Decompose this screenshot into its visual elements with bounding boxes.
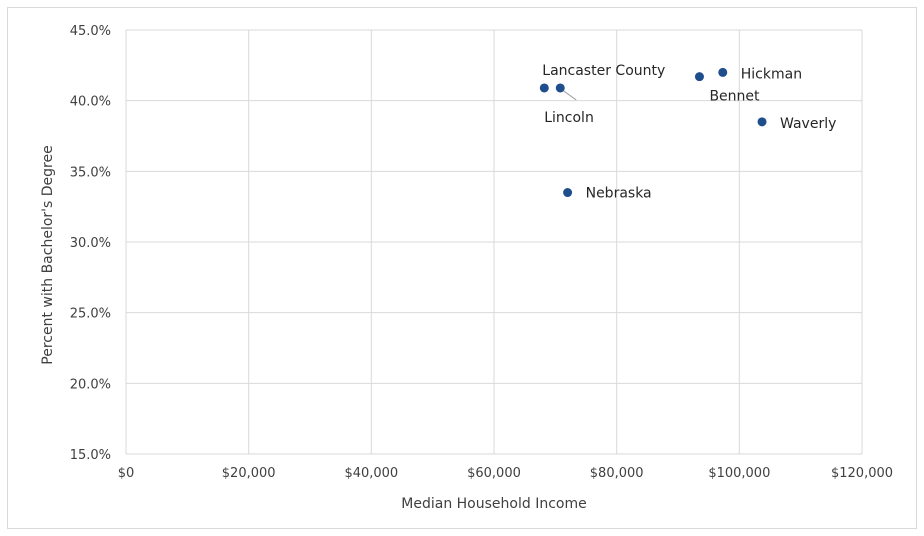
x-tick-label: $80,000 [590,466,644,481]
y-axis-title: Percent with Bachelor's Degree [40,145,56,364]
chart-frame [7,7,917,529]
data-label: Nebraska [586,186,652,202]
data-label: Bennet [709,89,760,105]
y-tick-label: 25.0% [70,307,111,322]
x-tick-label: $100,000 [708,466,770,481]
y-tick-label: 45.0% [70,24,111,39]
x-tick-label: $40,000 [344,466,398,481]
y-tick-label: 20.0% [70,377,111,392]
x-tick-label: $0 [118,466,135,481]
data-label: Waverly [780,116,836,132]
leader-line [561,89,577,101]
y-tick-label: 15.0% [70,448,111,463]
data-point [539,83,549,93]
y-tick-label: 35.0% [70,165,111,180]
x-tick-labels: $0 $20,000 $40,000 $60,000 $80,000 $100,000 $1… [118,466,893,481]
x-tick-label: $120,000 [831,466,893,481]
x-axis-title: Median Household Income [401,496,586,512]
data-points [539,67,767,198]
data-point [555,83,565,93]
data-point [718,67,728,77]
x-tick-label: $60,000 [467,466,521,481]
gridlines [125,29,863,455]
y-tick-labels: 15.0% 20.0% 25.0% 30.0% 35.0% 40.0% 45.0% [70,24,111,463]
data-point [694,72,704,82]
x-tick-label: $20,000 [222,466,276,481]
y-tick-label: 40.0% [70,95,111,110]
data-point [563,188,573,198]
data-labels: Lancaster County Lincoln Nebraska Bennet Hic… [542,63,836,202]
data-label: Hickman [741,66,802,82]
data-label: Lincoln [544,110,594,126]
data-point [757,117,767,127]
data-label: Lancaster County [542,63,665,79]
y-tick-label: 30.0% [70,236,111,251]
label-leader-lines [561,89,577,101]
